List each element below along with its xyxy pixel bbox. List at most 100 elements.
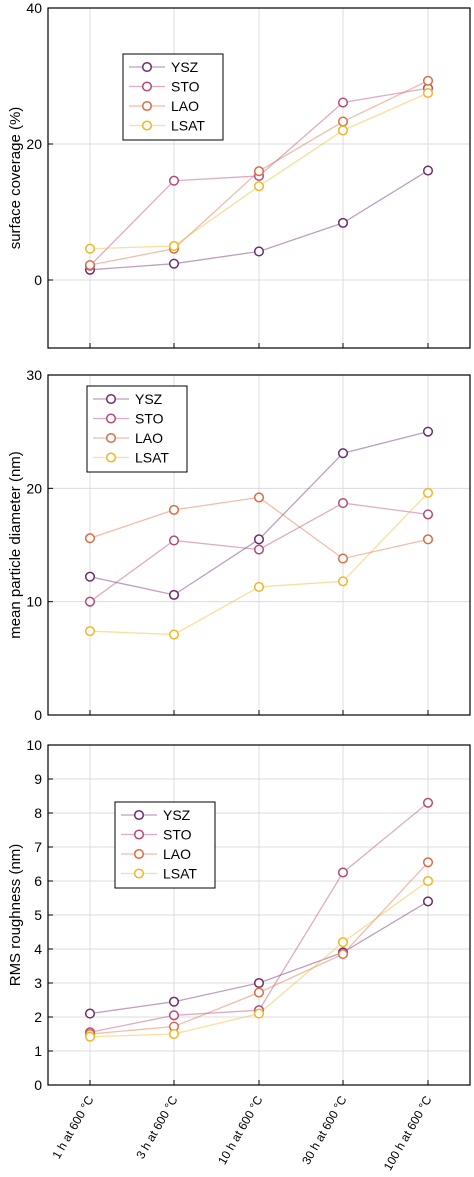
x-tick-label: 1 h at 600 °C xyxy=(49,1093,96,1161)
data-point-sto xyxy=(168,175,180,186)
data-point-ysz xyxy=(253,977,265,989)
data-point-lsat xyxy=(168,240,180,252)
data-point-lsat xyxy=(422,487,434,498)
y-axis-label: mean particle diameter (nm) xyxy=(7,451,24,639)
data-point-ysz xyxy=(253,246,265,257)
legend-box xyxy=(122,53,224,141)
data-point-lsat xyxy=(337,576,349,587)
data-point-lao xyxy=(84,259,96,271)
legend-label-sto: STO xyxy=(171,79,200,95)
legend-label-sto: STO xyxy=(163,827,192,843)
legend-marker xyxy=(141,81,153,92)
data-point-sto xyxy=(422,509,434,520)
y-tick-label: 5 xyxy=(34,907,42,923)
data-point-lao xyxy=(337,949,349,960)
y-tick-label: 2 xyxy=(34,1009,42,1025)
chart-panel-3: 0 1 2 3 4 5 6 7 8 9 10 RMS roughness (nm) YSZ STO LAO L… xyxy=(7,737,471,1173)
data-point-ysz xyxy=(422,426,434,437)
y-tick-label: 20 xyxy=(26,480,42,496)
legend-label-lsat: LSAT xyxy=(163,866,197,882)
y-tick-label: 0 xyxy=(34,1077,42,1093)
data-point-lao xyxy=(253,166,265,177)
y-axis-label: surface coverage (%) xyxy=(7,107,24,250)
data-point-lsat xyxy=(422,87,434,99)
y-tick-label: 4 xyxy=(34,941,42,957)
legend-label-ysz: YSZ xyxy=(135,391,163,407)
data-point-sto xyxy=(337,97,349,108)
x-tick-label: 30 h at 600 °C xyxy=(299,1093,350,1167)
legend-marker xyxy=(141,120,153,131)
data-point-lsat xyxy=(84,243,96,254)
data-point-lao xyxy=(253,492,265,503)
data-point-ysz xyxy=(337,217,349,228)
data-point-lsat xyxy=(168,1028,180,1040)
legend-marker xyxy=(105,393,117,405)
legend-marker xyxy=(133,868,145,879)
y-tick-label: 6 xyxy=(34,873,42,889)
data-point-lsat xyxy=(337,937,349,948)
chart-panel-1: 0 20 40 surface coverage (%) YSZ STO LAO LSAT xyxy=(7,0,471,349)
legend-label-sto: STO xyxy=(135,411,164,427)
data-point-sto xyxy=(168,535,180,546)
y-tick-label: 9 xyxy=(34,771,42,787)
legend-label-lao: LAO xyxy=(163,846,191,862)
data-point-sto xyxy=(84,596,96,607)
data-point-lao xyxy=(253,987,265,998)
legend-marker xyxy=(105,413,117,424)
data-point-sto xyxy=(253,544,265,555)
legend-marker xyxy=(133,848,145,860)
y-tick-label: 10 xyxy=(26,737,42,753)
data-point-lsat xyxy=(253,581,265,592)
data-point-sto xyxy=(422,797,434,808)
legend-label-lao: LAO xyxy=(135,430,163,446)
data-point-lsat xyxy=(422,875,434,887)
data-point-ysz xyxy=(168,996,180,1007)
data-point-lao xyxy=(168,504,180,515)
data-point-ysz xyxy=(84,571,96,582)
data-point-lsat xyxy=(168,629,180,640)
y-tick-label: 3 xyxy=(34,975,42,991)
legend-marker xyxy=(133,809,145,821)
legend-label-lsat: LSAT xyxy=(135,450,169,466)
legend-label-ysz: YSZ xyxy=(163,807,191,823)
data-point-ysz xyxy=(337,448,349,459)
y-tick-label: 8 xyxy=(34,805,42,821)
x-tick-label: 3 h at 600 °C xyxy=(133,1093,180,1161)
data-point-sto xyxy=(337,498,349,509)
legend-label-lsat: LSAT xyxy=(171,118,205,134)
y-tick-label: 20 xyxy=(26,136,42,152)
data-point-lao xyxy=(84,533,96,544)
data-point-lsat xyxy=(84,1031,96,1042)
data-point-lsat xyxy=(84,626,96,637)
y-tick-label: 7 xyxy=(34,839,42,855)
x-tick-label: 100 h at 600 °C xyxy=(381,1093,435,1173)
legend-box xyxy=(114,801,216,889)
y-tick-label: 1 xyxy=(34,1043,42,1059)
legend-marker xyxy=(141,61,153,73)
data-point-lao xyxy=(422,75,434,86)
x-tick-label: 10 h at 600 °C xyxy=(215,1093,266,1167)
legend-label-lao: LAO xyxy=(171,98,199,114)
y-tick-label: 0 xyxy=(34,272,42,288)
y-tick-label: 10 xyxy=(26,594,42,610)
data-point-lsat xyxy=(253,1008,265,1019)
chart-panel-2: 0 10 20 30 mean particle diameter (nm) YSZ STO… xyxy=(7,367,471,723)
data-point-sto xyxy=(337,867,349,878)
data-point-ysz xyxy=(422,896,434,907)
data-point-ysz xyxy=(168,589,180,600)
y-axis-label: RMS roughness (nm) xyxy=(7,844,24,987)
legend-marker xyxy=(141,100,153,112)
y-tick-label: 0 xyxy=(34,707,42,723)
legend-marker xyxy=(105,452,117,463)
legend-marker xyxy=(133,829,145,840)
data-point-ysz xyxy=(168,258,180,269)
data-point-ysz xyxy=(253,534,265,545)
data-point-lao xyxy=(337,116,349,127)
legend-marker xyxy=(105,432,117,444)
data-point-lsat xyxy=(253,181,265,192)
data-point-ysz xyxy=(84,1008,96,1019)
data-point-lao xyxy=(422,857,434,868)
data-point-ysz xyxy=(422,165,434,176)
legend-box xyxy=(86,385,188,473)
